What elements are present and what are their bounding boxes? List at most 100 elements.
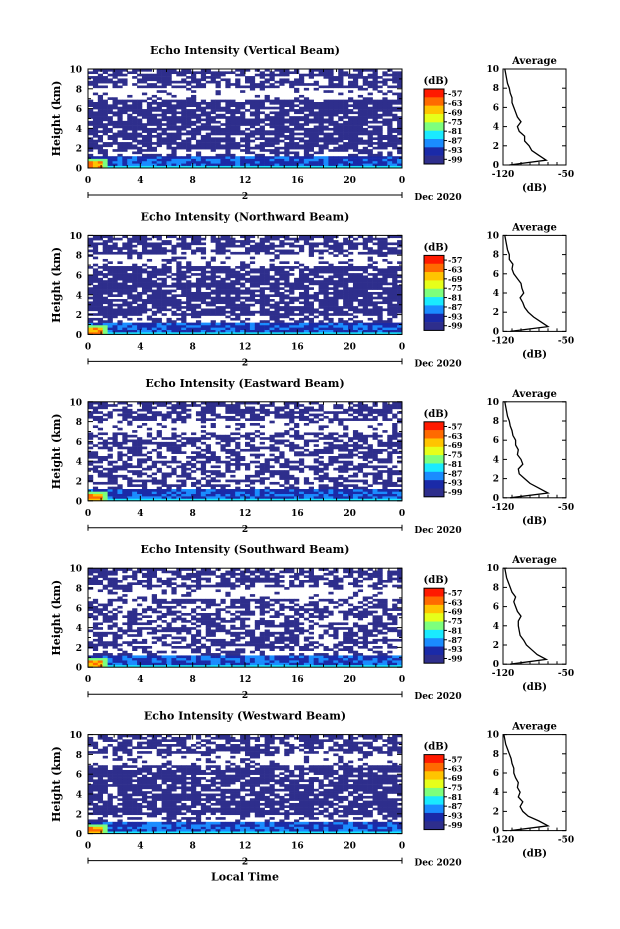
- heatmap-cell: [269, 444, 275, 447]
- heatmap-cell: [161, 282, 167, 286]
- heatmap-cell: [210, 411, 216, 414]
- heatmap-cell: [156, 90, 162, 93]
- heatmap-cell: [102, 240, 108, 243]
- heatmap-cell: [235, 451, 241, 454]
- heatmap-cell: [220, 332, 226, 335]
- heatmap-cell: [210, 484, 216, 487]
- heatmap-cell: [367, 240, 373, 243]
- heatmap-cell: [352, 247, 359, 250]
- heatmap-cell: [279, 158, 285, 162]
- heatmap-cell: [181, 99, 187, 103]
- heatmap-cell: [107, 289, 113, 293]
- heatmap-cell: [392, 284, 398, 288]
- heatmap-cell: [352, 116, 359, 119]
- heatmap-cell: [382, 123, 388, 126]
- heatmap-cell: [171, 406, 177, 410]
- heatmap-cell: [151, 123, 157, 126]
- heatmap-cell: [279, 463, 285, 466]
- heatmap-cell: [200, 142, 207, 145]
- heatmap-cell: [303, 310, 310, 314]
- heatmap-cell: [352, 327, 359, 330]
- heatmap-cell: [397, 125, 403, 129]
- heatmap-cell: [97, 149, 104, 152]
- heatmap-cell: [382, 308, 388, 312]
- heatmap-cell: [352, 324, 359, 328]
- heatmap-cell: [151, 465, 157, 469]
- heatmap-cell: [323, 282, 329, 286]
- heatmap-cell: [171, 156, 177, 159]
- heatmap-cell: [186, 247, 192, 250]
- heatmap-cell: [377, 308, 383, 312]
- heatmap-cell: [298, 329, 305, 333]
- heatmap-cell: [318, 156, 324, 159]
- heatmap-cell: [191, 282, 197, 286]
- heatmap-cell: [161, 130, 167, 133]
- heatmap-cell: [220, 299, 226, 302]
- heatmap-cell: [137, 149, 143, 152]
- heatmap-cell: [372, 106, 378, 110]
- heatmap-cell: [279, 73, 285, 77]
- heatmap-cell: [122, 282, 128, 286]
- heatmap-cell: [122, 322, 128, 326]
- heatmap-cell: [117, 261, 123, 264]
- heatmap-cell: [166, 118, 172, 122]
- heatmap-cell: [220, 486, 226, 490]
- heatmap-cell: [161, 491, 167, 495]
- heatmap-cell: [102, 289, 108, 293]
- heatmap-cell: [387, 329, 393, 333]
- heatmap-cell: [235, 322, 241, 326]
- heatmap-cell: [127, 458, 133, 462]
- heatmap-cell: [161, 139, 167, 143]
- heatmap-cell: [215, 80, 221, 84]
- heatmap-cell: [392, 329, 398, 333]
- heatmap-cell: [269, 235, 275, 239]
- heatmap-cell: [318, 266, 324, 269]
- heatmap-cell: [122, 299, 128, 302]
- colorbar-label: (dB): [424, 242, 449, 253]
- heatmap-cell: [112, 437, 118, 440]
- heatmap-cell: [357, 303, 364, 307]
- heatmap-cell: [279, 69, 285, 72]
- heatmap-cell: [225, 83, 231, 86]
- heatmap-cell: [313, 73, 319, 77]
- heatmap-cell: [269, 287, 275, 290]
- heatmap-cell: [259, 149, 265, 152]
- heatmap-cell: [107, 237, 113, 241]
- colorbar-swatch: [424, 288, 444, 298]
- heatmap-cell: [151, 306, 157, 309]
- heatmap-cell: [382, 80, 388, 84]
- heatmap: [88, 69, 403, 169]
- heatmap-cell: [151, 284, 157, 288]
- heatmap-cell: [348, 242, 354, 246]
- heatmap-cell: [382, 258, 388, 262]
- heatmap-cell: [117, 310, 123, 314]
- heatmap-cell: [348, 83, 354, 86]
- heatmap-cell: [141, 244, 148, 248]
- heatmap-cell: [127, 294, 133, 297]
- heatmap-cell: [298, 244, 305, 248]
- heatmap-cell: [220, 498, 226, 502]
- heatmap-cell: [137, 78, 143, 82]
- heatmap-cell: [328, 99, 334, 103]
- heatmap-cell: [161, 484, 167, 487]
- heatmap-cell: [205, 127, 211, 131]
- heatmap-cell: [191, 294, 197, 297]
- heatmap-cell: [151, 413, 157, 417]
- heatmap-cell: [352, 156, 359, 159]
- heatmap-cell: [367, 132, 373, 136]
- heatmap-cell: [112, 287, 118, 290]
- heatmap-cell: [318, 116, 324, 119]
- heatmap-cell: [397, 308, 403, 312]
- heatmap-cell: [171, 235, 177, 239]
- heatmap-cell: [176, 401, 182, 405]
- heatmap-cell: [387, 275, 393, 279]
- heatmap-cell: [102, 467, 108, 471]
- heatmap-cell: [146, 324, 153, 328]
- heatmap-cell: [92, 106, 99, 110]
- heatmap-cell: [387, 142, 393, 145]
- heatmap-cell: [323, 73, 329, 77]
- heatmap-cell: [245, 163, 251, 166]
- heatmap-cell: [122, 130, 128, 133]
- heatmap-cell: [338, 78, 344, 82]
- heatmap-cell: [117, 116, 123, 119]
